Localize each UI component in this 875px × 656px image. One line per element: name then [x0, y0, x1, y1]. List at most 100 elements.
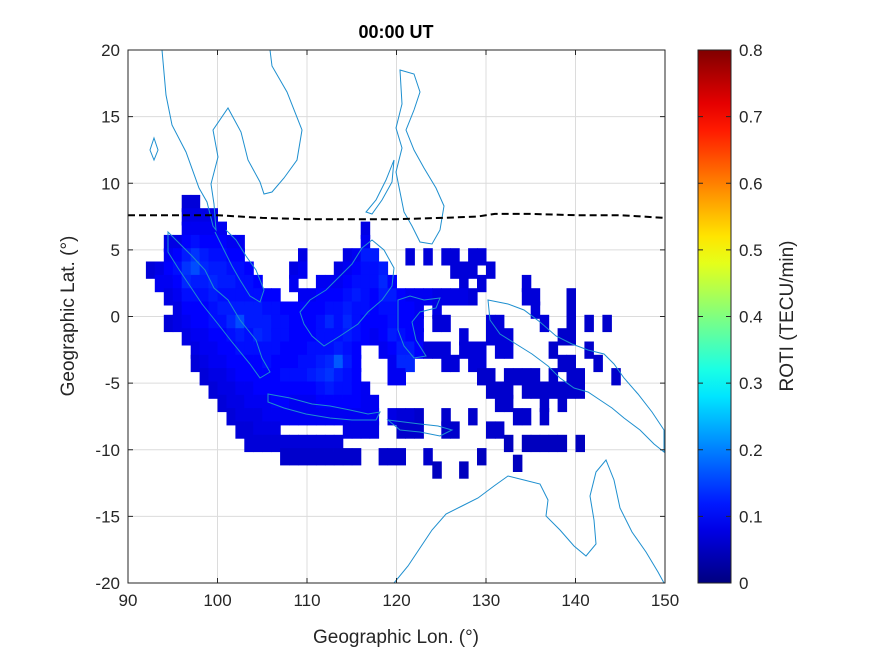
roti-cell	[307, 448, 317, 466]
roti-cell	[342, 288, 353, 306]
roti-cell	[450, 354, 460, 373]
roti-cell	[387, 288, 397, 306]
colorbar-tick-label: 0.5	[739, 241, 763, 260]
roti-cell	[253, 394, 263, 413]
roti-cell	[235, 354, 245, 373]
roti-cell	[548, 341, 559, 359]
roti-cell	[396, 328, 406, 346]
roti-cell	[244, 434, 254, 453]
roti-cell	[226, 368, 236, 386]
roti-cell	[307, 381, 317, 399]
y-tick-label: 5	[111, 241, 120, 260]
roti-cell	[369, 248, 380, 266]
roti-cell	[217, 221, 227, 239]
roti-cell	[530, 434, 541, 453]
roti-cell	[512, 368, 523, 386]
roti-cell	[289, 368, 299, 386]
x-tick-label: 120	[382, 591, 410, 610]
x-tick-label: 110	[293, 591, 320, 610]
coastline-malay-peninsula	[214, 229, 265, 303]
roti-cell	[307, 408, 317, 426]
roti-cell	[280, 448, 290, 466]
roti-cell	[217, 288, 227, 306]
roti-cell	[217, 301, 227, 319]
roti-cell	[324, 434, 335, 453]
roti-cell	[262, 408, 272, 426]
roti-cell	[181, 274, 192, 293]
roti-cell	[477, 448, 487, 466]
y-tick-label: -5	[105, 374, 120, 393]
roti-cell	[324, 341, 335, 359]
roti-cell	[280, 341, 290, 359]
roti-cell	[351, 261, 362, 279]
roti-cell	[154, 261, 165, 279]
roti-cell	[342, 341, 353, 359]
roti-cell	[333, 261, 344, 279]
roti-cell	[253, 288, 263, 306]
roti-cell	[360, 381, 371, 399]
roti-cell	[199, 288, 210, 306]
roti-cell	[369, 261, 380, 279]
roti-cell	[405, 288, 415, 306]
roti-cell	[235, 234, 245, 253]
roti-cell	[208, 314, 218, 333]
roti-cell	[190, 328, 201, 346]
roti-cell	[441, 341, 451, 359]
roti-cell	[494, 394, 505, 413]
roti-cell	[459, 341, 469, 359]
roti-cell	[405, 328, 415, 346]
roti-cell	[262, 381, 272, 399]
roti-cell	[324, 354, 335, 373]
roti-cell	[163, 274, 174, 293]
roti-cell	[342, 274, 353, 293]
roti-cell	[333, 274, 344, 293]
roti-cell	[226, 381, 236, 399]
roti-cell	[539, 381, 550, 399]
roti-cell	[217, 341, 227, 359]
roti-cell	[450, 261, 460, 279]
roti-cell	[298, 341, 308, 359]
roti-cell	[557, 328, 568, 346]
roti-cell	[369, 408, 380, 426]
roti-cell	[190, 234, 201, 253]
roti-cell	[396, 341, 406, 359]
roti-cell	[199, 328, 210, 346]
roti-cell	[208, 288, 218, 306]
roti-cell	[244, 394, 254, 413]
roti-cell	[208, 368, 218, 386]
colorbar-tick-label: 0.6	[739, 174, 763, 193]
y-tick-label: 15	[101, 108, 120, 127]
roti-cell	[575, 434, 585, 453]
roti-cell	[387, 314, 397, 333]
roti-cell	[262, 394, 272, 413]
roti-cell	[199, 274, 210, 293]
roti-cell	[199, 221, 210, 239]
roti-cell	[217, 354, 227, 373]
roti-cell	[396, 448, 406, 466]
colorbar-tick-label: 0.7	[739, 108, 763, 127]
coastline-sulawesi	[397, 295, 441, 359]
roti-cell	[387, 341, 397, 359]
roti-cell	[441, 288, 451, 306]
x-tick-label: 130	[472, 591, 500, 610]
roti-cell	[530, 301, 541, 319]
roti-cell	[333, 288, 344, 306]
roti-cell	[298, 314, 308, 333]
roti-cell	[503, 434, 514, 453]
roti-cell	[235, 274, 245, 293]
colorbar-tick-label: 0.3	[739, 374, 763, 393]
roti-cell	[423, 248, 433, 266]
roti-cell	[315, 341, 326, 359]
roti-cell	[539, 434, 550, 453]
roti-cell	[199, 248, 210, 266]
coastline-palawan	[365, 159, 395, 215]
roti-cell	[378, 448, 389, 466]
roti-cell	[154, 274, 165, 293]
chart-title: 00:00 UT	[358, 22, 433, 42]
roti-cell	[396, 314, 406, 333]
roti-cell	[324, 314, 335, 333]
roti-cell	[351, 421, 362, 439]
coastline-borneo	[299, 239, 395, 347]
roti-cell	[324, 368, 335, 386]
